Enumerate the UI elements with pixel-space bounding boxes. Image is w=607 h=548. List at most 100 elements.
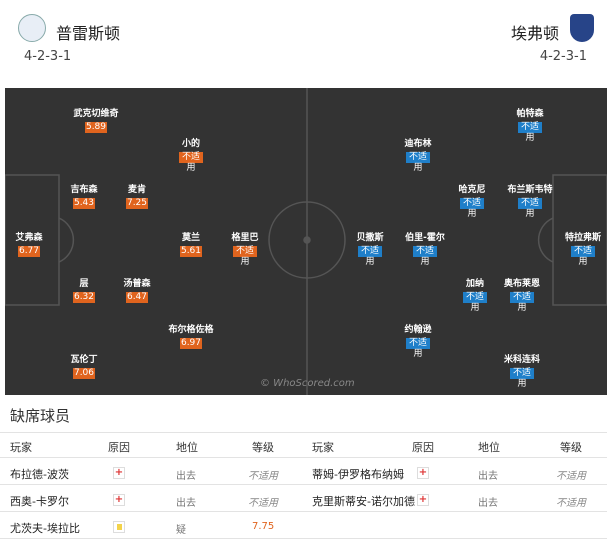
player-rating: 5.61 — [179, 246, 203, 257]
player-rating: 不适用 — [358, 246, 382, 268]
player: 米科连科 不适用 — [487, 352, 557, 390]
player: 小的 不适用 — [156, 136, 226, 174]
player: 迪布林 不适用 — [383, 136, 453, 174]
absent-status: 出去 — [176, 471, 196, 482]
player-name: 莫兰 — [181, 233, 200, 243]
player-name: 特拉弗斯 — [564, 233, 601, 243]
reason-icon: + — [417, 494, 429, 506]
player-rating: 不适用 — [406, 338, 430, 360]
player: 伯里-霍尔不适用 — [390, 230, 460, 268]
column-header: 地位 — [478, 441, 500, 454]
player-rating: 6.47 — [125, 292, 149, 303]
reason-icon: + — [113, 467, 125, 479]
away-team: 埃弗顿 — [510, 24, 559, 43]
absent-status: 疑 — [176, 525, 186, 536]
absent-status: 出去 — [478, 471, 498, 482]
player-name: 布尔格佐格 — [168, 325, 214, 335]
player-name: 哈克尼 — [458, 185, 486, 195]
absent-status: 出去 — [478, 498, 498, 509]
player: 贝撒斯 不适用 — [335, 230, 405, 268]
player: 布兰斯韦特 不适用 — [495, 182, 565, 220]
pitch: © WhoScored.com 武克切维奇 5.89 吉布森 5.43 麦肯 7.25 艾弗… — [5, 88, 607, 395]
player: 武克切维奇 5.89 — [61, 106, 131, 133]
player-rating: 7.06 — [72, 368, 96, 379]
player: 特拉弗斯 不适用 — [548, 230, 607, 268]
row-line — [0, 538, 607, 539]
column-header: 地位 — [176, 441, 198, 454]
reason-icon: + — [417, 467, 429, 479]
player-rating: 不适用 — [406, 152, 430, 174]
home-team: 普雷斯顿 — [56, 24, 121, 43]
watermark: © WhoScored.com — [260, 378, 355, 389]
player-name: 伯里-霍尔 — [405, 233, 445, 243]
player-rating: 6.97 — [179, 338, 203, 349]
player-rating: 不适用 — [510, 368, 534, 390]
player-name: 米科连科 — [503, 355, 540, 365]
player: 格里巴 不适用 — [210, 230, 280, 268]
away-formation: 4-2-3-1 — [539, 49, 587, 64]
pitch-lines — [5, 88, 607, 395]
player-name: 约翰逊 — [404, 325, 432, 335]
player-rating: 不适用 — [518, 198, 542, 220]
absent-title: 缺席球员 — [10, 407, 71, 425]
player-name: 布兰斯韦特 — [507, 185, 553, 195]
absent-rating: 不适用 — [556, 498, 586, 509]
absent-name: 克里斯蒂安-诺尔加德 — [312, 495, 415, 508]
player-name: 武克切维奇 — [73, 109, 119, 119]
column-header: 等级 — [252, 441, 274, 454]
player-name: 层 — [79, 279, 89, 289]
reason-icon — [113, 521, 125, 533]
player: 艾弗森 6.77 — [0, 230, 64, 257]
absent-name: 布拉德-波茨 — [10, 468, 69, 481]
player-name: 帕特森 — [516, 109, 544, 119]
player-rating: 6.77 — [17, 246, 41, 257]
player-rating: 7.25 — [125, 198, 149, 209]
player-rating: 不适用 — [518, 122, 542, 144]
absent-name: 西奥-卡罗尔 — [10, 495, 69, 508]
player-name: 迪布林 — [404, 139, 432, 149]
player-name: 小的 — [181, 139, 200, 149]
player: 麦肯 7.25 — [102, 182, 172, 209]
row-line — [0, 511, 607, 512]
player-rating: 不适用 — [510, 292, 534, 314]
player-rating: 不适用 — [463, 292, 487, 314]
player-rating: 不适用 — [413, 246, 437, 268]
player: 莫兰 5.61 — [156, 230, 226, 257]
player-name: 加纳 — [465, 279, 484, 289]
absent-rating: 不适用 — [248, 498, 278, 509]
column-header: 等级 — [560, 441, 582, 454]
player-name: 贝撒斯 — [356, 233, 384, 243]
player-name: 格里巴 — [231, 233, 259, 243]
player: 哈克尼 不适用 — [437, 182, 507, 220]
player: 瓦伦丁 7.06 — [49, 352, 119, 379]
player-name: 瓦伦丁 — [70, 355, 98, 365]
player-rating: 5.89 — [84, 122, 108, 133]
player: 布尔格佐格 6.97 — [156, 322, 226, 349]
player-rating: 不适用 — [571, 246, 595, 268]
player: 吉布森 5.43 — [49, 182, 119, 209]
player-name: 汤普森 — [123, 279, 151, 289]
player: 汤普森 6.47 — [102, 276, 172, 303]
row-line — [0, 457, 607, 458]
home-badge — [18, 14, 46, 42]
absent-status: 出去 — [176, 498, 196, 509]
column-header: 原因 — [412, 441, 434, 454]
row-line — [0, 484, 607, 485]
away-badge — [570, 14, 594, 42]
absent-rating: 不适用 — [248, 471, 278, 482]
player-name: 吉布森 — [70, 185, 98, 195]
player: 加纳 不适用 — [440, 276, 510, 314]
home-formation: 4-2-3-1 — [24, 49, 72, 64]
column-header: 玩家 — [312, 441, 334, 454]
absent-rating: 7.75 — [252, 521, 275, 532]
player-name: 艾弗森 — [15, 233, 43, 243]
absent-rating: 不适用 — [556, 471, 586, 482]
player: 帕特森 不适用 — [495, 106, 565, 144]
player-name: 奥布莱恩 — [503, 279, 540, 289]
player-rating: 6.32 — [72, 292, 96, 303]
player: 奥布莱恩 不适用 — [487, 276, 557, 314]
player: 层 6.32 — [49, 276, 119, 303]
player-rating: 不适用 — [179, 152, 203, 174]
player-name: 麦肯 — [127, 185, 146, 195]
